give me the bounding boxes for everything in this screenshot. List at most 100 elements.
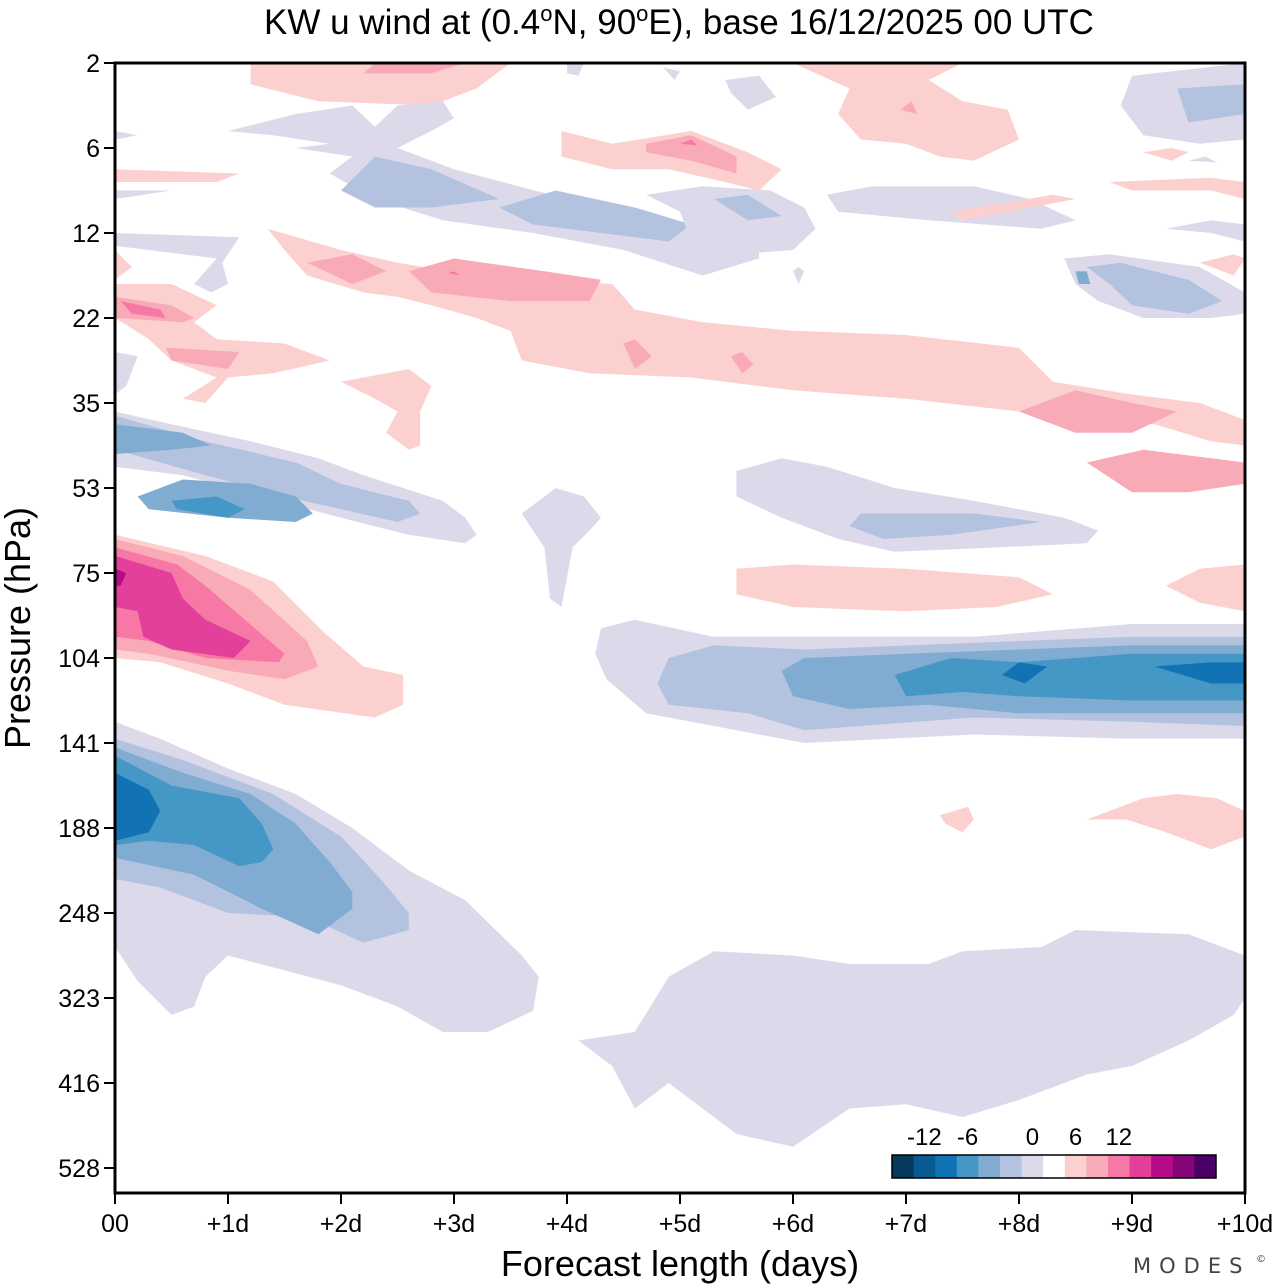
- contour-region: [250, 63, 511, 106]
- contour-region: [725, 75, 776, 110]
- title-part: E), base 16/12/2025 00 UTC: [648, 3, 1094, 42]
- contour-region: [730, 352, 754, 374]
- y-tick-label: 323: [58, 985, 100, 1013]
- x-tick-label: +7d: [885, 1210, 927, 1238]
- x-tick-label: 00: [101, 1210, 129, 1238]
- contour-region: [115, 352, 138, 395]
- y-tick-label: 188: [58, 815, 100, 843]
- colorbar-swatch: [978, 1155, 1001, 1178]
- x-tick-label: +1d: [207, 1210, 249, 1238]
- y-tick-label: 248: [58, 900, 100, 928]
- colorbar-swatch: [935, 1155, 958, 1178]
- colorbar-swatch: [956, 1155, 979, 1178]
- contour-region: [341, 156, 500, 208]
- contour-region: [521, 488, 601, 607]
- contour-region: [115, 556, 251, 658]
- contour-region: [1177, 84, 1245, 123]
- contour-region: [408, 258, 601, 301]
- contour-region: [1086, 449, 1245, 493]
- y-tick-label: 53: [72, 475, 100, 503]
- colorbar-swatch: [1108, 1155, 1131, 1178]
- contour-region: [713, 194, 782, 221]
- contour-region: [900, 101, 918, 114]
- contour-region: [1019, 390, 1178, 433]
- colorbar-label: 0: [1026, 1124, 1039, 1151]
- y-tick-label: 141: [58, 730, 100, 758]
- contour-region: [793, 267, 805, 284]
- x-tick-label: +10d: [1217, 1210, 1273, 1238]
- colorbar-swatch: [892, 1155, 915, 1178]
- degree-mark: o: [540, 1, 552, 26]
- contour-region: [115, 424, 212, 454]
- chart-title: KW u wind at (0.4oN, 90oE), base 16/12/2…: [264, 1, 1094, 42]
- y-tick-label: 12: [72, 220, 100, 248]
- contour-region: [363, 63, 466, 74]
- colorbar-label: -12: [907, 1124, 942, 1151]
- colorbar: -12 -6 0 6 12: [891, 1124, 1217, 1179]
- colorbar-swatch: [913, 1155, 936, 1178]
- modes-logo: MODES: [1133, 1254, 1250, 1278]
- contour-region: [623, 339, 652, 369]
- contour-region: [578, 930, 1245, 1147]
- colorbar-swatch: [1000, 1155, 1023, 1178]
- colorbar-swatch: [1043, 1155, 1066, 1178]
- contour-region: [826, 186, 1076, 229]
- contour-region: [115, 131, 138, 140]
- contour-region: [115, 772, 161, 841]
- colorbar-swatch: [1129, 1155, 1152, 1178]
- contour-region: [1109, 177, 1245, 199]
- contour-region: [448, 271, 460, 276]
- x-tick-label: +2d: [320, 1210, 362, 1238]
- y-tick-label: 6: [86, 135, 100, 163]
- x-tick-label: +6d: [772, 1210, 814, 1238]
- contour-region: [115, 250, 132, 280]
- x-tick-label: +3d: [433, 1210, 475, 1238]
- contour-region: [680, 139, 697, 146]
- contour-region: [165, 347, 240, 369]
- x-axis-label: Forecast length (days): [501, 1243, 859, 1284]
- contour-region: [951, 194, 1076, 221]
- title-part: N, 90: [553, 3, 637, 42]
- copyright-mark: ©: [1256, 1254, 1266, 1265]
- contour-region: [849, 513, 1042, 539]
- y-axis: 2 6 12 22 35 53 75 104 141 188 248 323 416 528: [58, 50, 115, 1183]
- contour-region: [646, 186, 816, 255]
- contour-region: [115, 190, 172, 199]
- contour-region: [115, 233, 240, 293]
- x-tick-label: +8d: [998, 1210, 1040, 1238]
- contour-region: [894, 653, 1245, 701]
- y-tick-label: 2: [86, 50, 100, 78]
- degree-mark: o: [636, 1, 648, 26]
- contour-region: [736, 564, 1053, 612]
- y-tick-label: 528: [58, 1155, 100, 1183]
- colorbar-swatch: [1172, 1155, 1195, 1178]
- contour-region: [1165, 220, 1245, 242]
- x-tick-label: +9d: [1111, 1210, 1153, 1238]
- contour-region: [120, 301, 166, 318]
- y-tick-label: 416: [58, 1070, 100, 1098]
- x-axis: 00 +1d +2d +3d +4d +5d +6d +7d +8d +9d +10d: [101, 1193, 1273, 1238]
- colorbar-label: -6: [957, 1124, 978, 1151]
- colorbar-swatch: [1064, 1155, 1087, 1178]
- contour-region: [1075, 271, 1091, 284]
- contour-region: [1154, 662, 1245, 684]
- contour-region: [567, 63, 584, 76]
- contour-region: [1002, 662, 1048, 684]
- y-tick-label: 75: [72, 560, 100, 588]
- colorbar-swatch: [1021, 1155, 1044, 1178]
- contour-region: [307, 254, 387, 284]
- y-tick-label: 104: [58, 645, 100, 673]
- y-tick-label: 35: [72, 390, 100, 418]
- contour-region: [793, 63, 1019, 161]
- y-axis-label: Pressure (hPa): [0, 507, 38, 749]
- contour-region: [171, 496, 245, 518]
- colorbar-swatch: [1151, 1155, 1174, 1178]
- contour-region: [561, 131, 782, 191]
- contour-region: [1143, 148, 1189, 161]
- colorbar-swatch: [1194, 1155, 1217, 1178]
- contour-region: [499, 190, 692, 242]
- contour-region: [939, 806, 974, 833]
- contour-region: [663, 67, 680, 80]
- x-tick-label: +5d: [659, 1210, 701, 1238]
